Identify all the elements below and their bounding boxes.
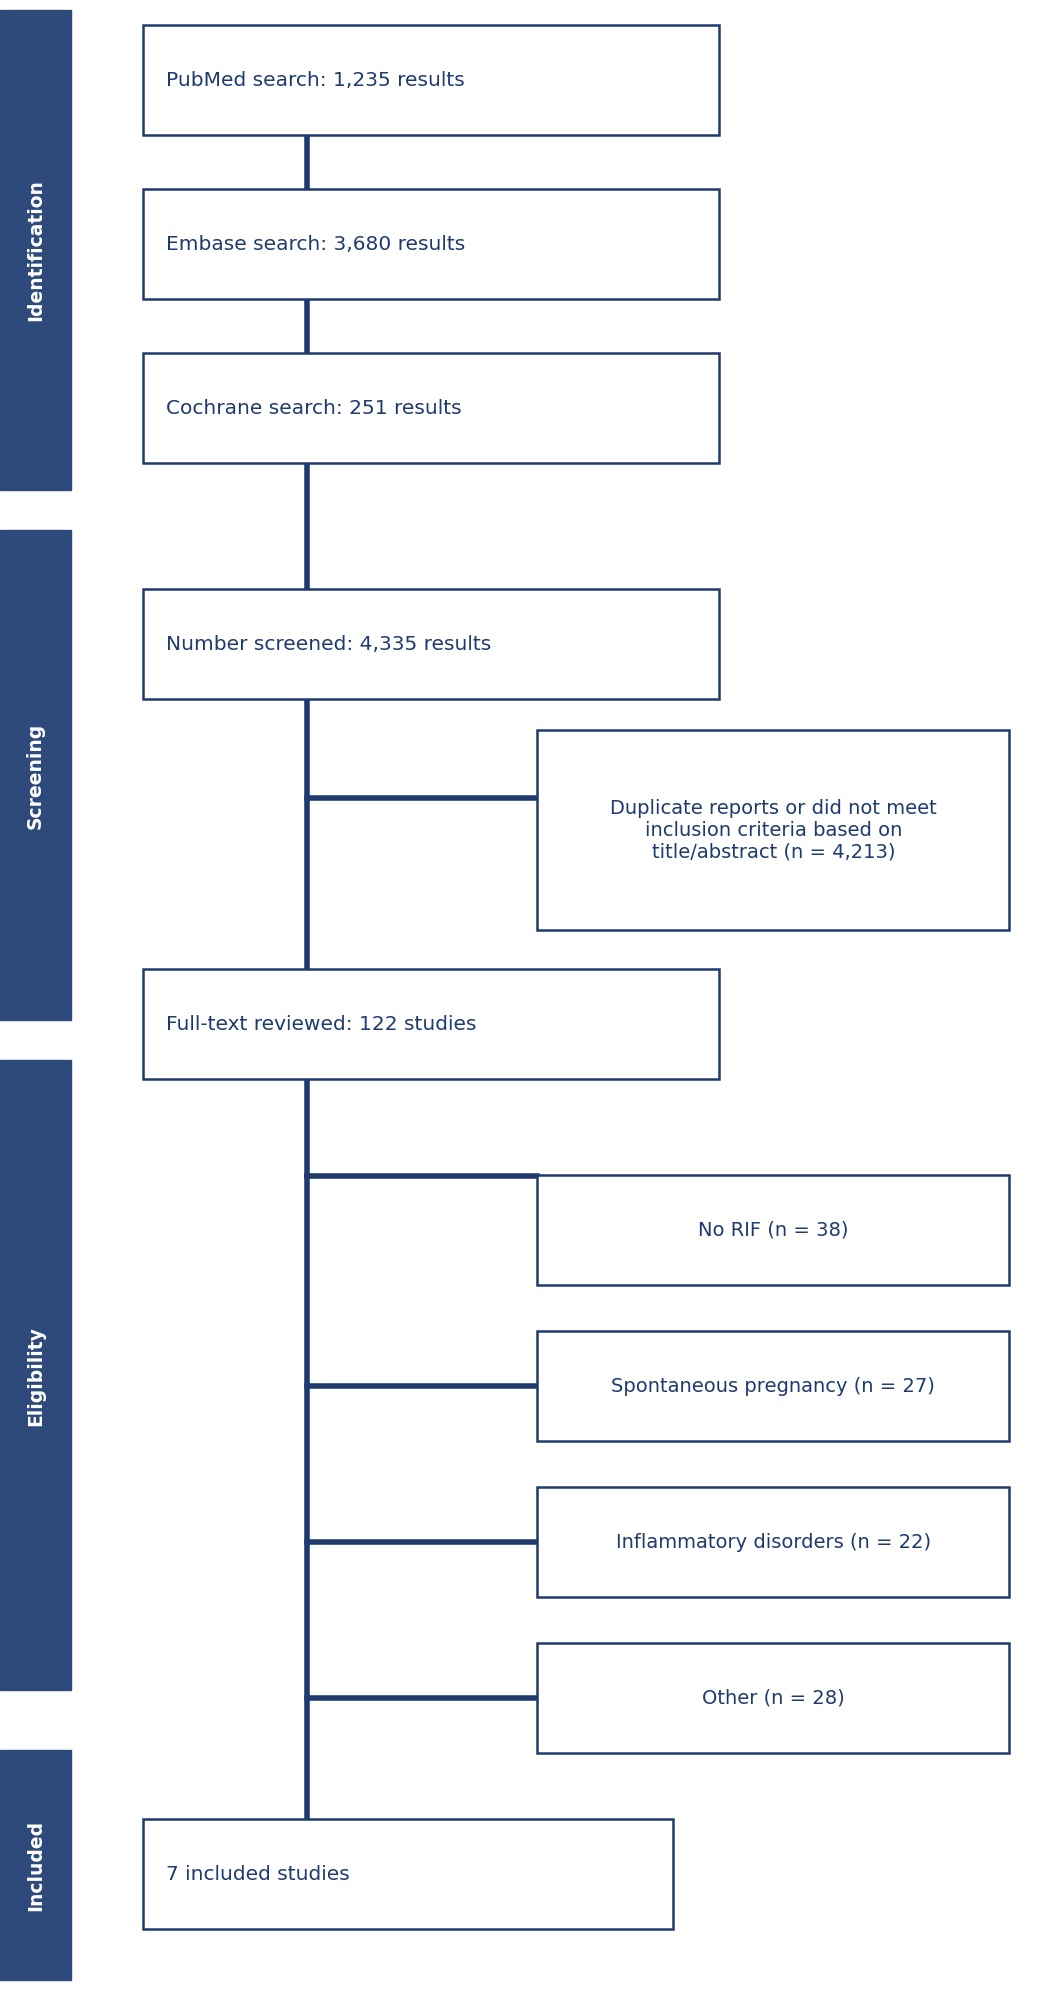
FancyBboxPatch shape [0,1750,71,1980]
Text: PubMed search: 1,235 results: PubMed search: 1,235 results [165,70,464,90]
FancyBboxPatch shape [0,10,71,490]
FancyBboxPatch shape [538,1174,1009,1286]
FancyBboxPatch shape [143,1820,673,1928]
Text: 7 included studies: 7 included studies [166,1864,350,1884]
Text: Embase search: 3,680 results: Embase search: 3,680 results [165,234,465,254]
FancyBboxPatch shape [538,1644,1009,1752]
FancyBboxPatch shape [142,970,718,1080]
Text: Full-text reviewed: 122 studies: Full-text reviewed: 122 studies [165,1014,476,1034]
Text: Identification: Identification [26,180,45,320]
Text: No RIF (n = 38): No RIF (n = 38) [699,1220,848,1240]
Text: Included: Included [26,1820,45,1910]
FancyBboxPatch shape [0,530,71,1020]
Text: Inflammatory disorders (n = 22): Inflammatory disorders (n = 22) [616,1532,931,1552]
FancyBboxPatch shape [142,188,718,298]
Text: Spontaneous pregnancy (n = 27): Spontaneous pregnancy (n = 27) [611,1376,935,1396]
Text: Number screened: 4,335 results: Number screened: 4,335 results [165,634,491,654]
Text: Duplicate reports or did not meet
inclusion criteria based on
title/abstract (n : Duplicate reports or did not meet inclus… [610,798,936,862]
Text: Screening: Screening [26,722,45,830]
FancyBboxPatch shape [142,352,718,462]
FancyBboxPatch shape [538,1488,1009,1596]
Text: Cochrane search: 251 results: Cochrane search: 251 results [165,398,461,418]
Text: Eligibility: Eligibility [26,1326,45,1426]
FancyBboxPatch shape [538,1332,1009,1440]
FancyBboxPatch shape [0,1060,71,1690]
FancyBboxPatch shape [142,24,718,136]
Text: Other (n = 28): Other (n = 28) [702,1688,845,1708]
FancyBboxPatch shape [538,730,1009,930]
FancyBboxPatch shape [142,588,718,698]
